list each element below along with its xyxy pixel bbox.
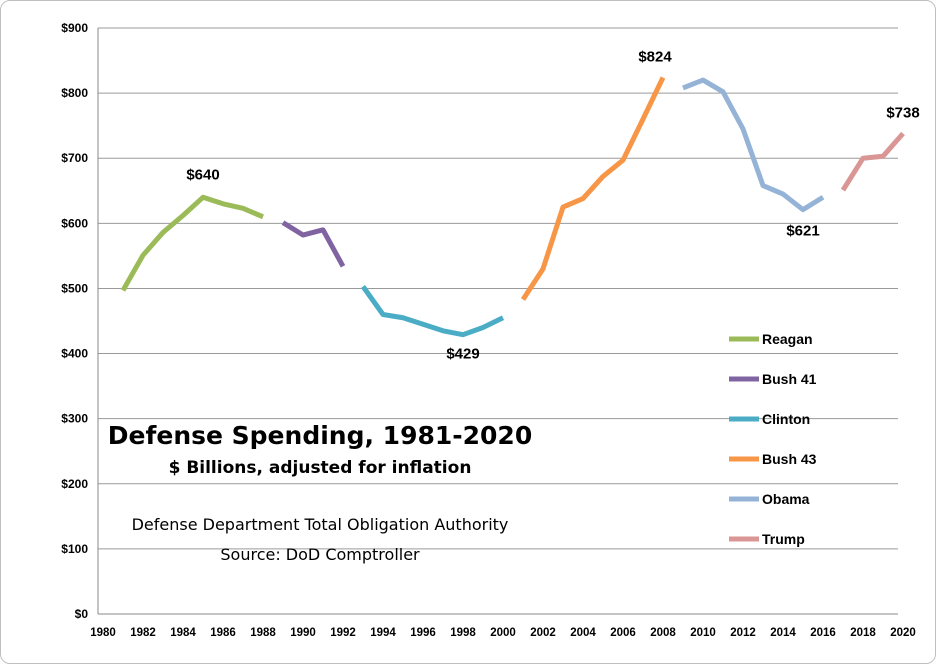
y-tick-label: $900 [61, 21, 88, 35]
x-tick-label: 2002 [530, 627, 556, 639]
series-line-reagan [120, 194, 264, 292]
source-note-1: Defense Department Total Obligation Auth… [132, 515, 509, 534]
series-line-trump [840, 131, 905, 192]
y-tick-label: $500 [61, 281, 88, 295]
data-label: $640 [186, 166, 219, 183]
x-tick-label: 2006 [610, 627, 636, 639]
chart-title: Defense Spending, 1981-2020 [108, 421, 532, 450]
legend: Reagan Bush 41 Clinton Bush 43 Obama Trump [729, 331, 817, 547]
title-block: Defense Spending, 1981-2020 $ Billions, … [108, 421, 532, 564]
x-tick-labels: 1980 1982 1984 1986 1988 1990 1992 1994 1996 1998… [90, 627, 916, 639]
x-tick-label: 1992 [330, 627, 356, 639]
series-line-obama [682, 77, 825, 213]
axes [97, 28, 898, 615]
x-tick-label: 2012 [730, 627, 756, 639]
y-tick-label: $400 [61, 347, 88, 361]
x-tick-label: 1994 [370, 627, 396, 639]
y-tick-label: $100 [61, 542, 88, 556]
y-tick-label: $0 [75, 607, 89, 621]
legend-label: Bush 41 [762, 371, 817, 387]
series-line-bush-41 [281, 220, 346, 268]
x-tick-label: 2008 [650, 627, 676, 639]
legend-label: Trump [762, 531, 805, 547]
x-tick-label: 1982 [130, 627, 156, 639]
x-tick-label: 1980 [90, 627, 116, 639]
source-note-2: Source: DoD Comptroller [220, 545, 420, 564]
y-tick-label: $600 [61, 216, 88, 230]
x-tick-label: 1986 [210, 627, 236, 639]
data-annotations: $640 $429 $824 $621 $738 [186, 48, 919, 362]
legend-label: Obama [762, 491, 810, 507]
data-label: $429 [446, 346, 479, 363]
x-tick-label: 1990 [290, 627, 316, 639]
x-tick-label: 2004 [570, 627, 596, 639]
x-tick-label: 2014 [770, 627, 796, 639]
x-tick-label: 2020 [890, 627, 916, 639]
y-tick-label: $700 [61, 151, 88, 165]
y-tick-labels: $0 $100 $200 $300 $400 $500 $600 $700 $800 $900 [61, 21, 88, 621]
y-tick-label: $200 [61, 477, 88, 491]
data-label: $621 [786, 223, 819, 240]
series-line-bush-43 [520, 76, 666, 301]
series-lines [120, 76, 905, 338]
x-tick-label: 1996 [410, 627, 436, 639]
chart-subtitle: $ Billions, adjusted for inflation [169, 458, 472, 478]
x-tick-label: 2016 [810, 627, 836, 639]
legend-label: Reagan [762, 331, 813, 347]
series-line-clinton [360, 285, 505, 338]
x-tick-label: 2000 [490, 627, 516, 639]
legend-label: Bush 43 [762, 451, 817, 467]
x-tick-label: 1998 [450, 627, 476, 639]
x-tick-label: 1984 [170, 627, 196, 639]
gridlines [98, 27, 898, 550]
y-tick-label: $300 [61, 412, 88, 426]
x-tick-label: 2010 [690, 627, 716, 639]
data-label: $738 [886, 104, 919, 121]
x-tick-label: 2018 [850, 627, 876, 639]
y-tick-label: $800 [61, 86, 88, 100]
x-tick-label: 1988 [250, 627, 276, 639]
legend-label: Clinton [762, 411, 810, 427]
data-label: $824 [638, 48, 672, 65]
